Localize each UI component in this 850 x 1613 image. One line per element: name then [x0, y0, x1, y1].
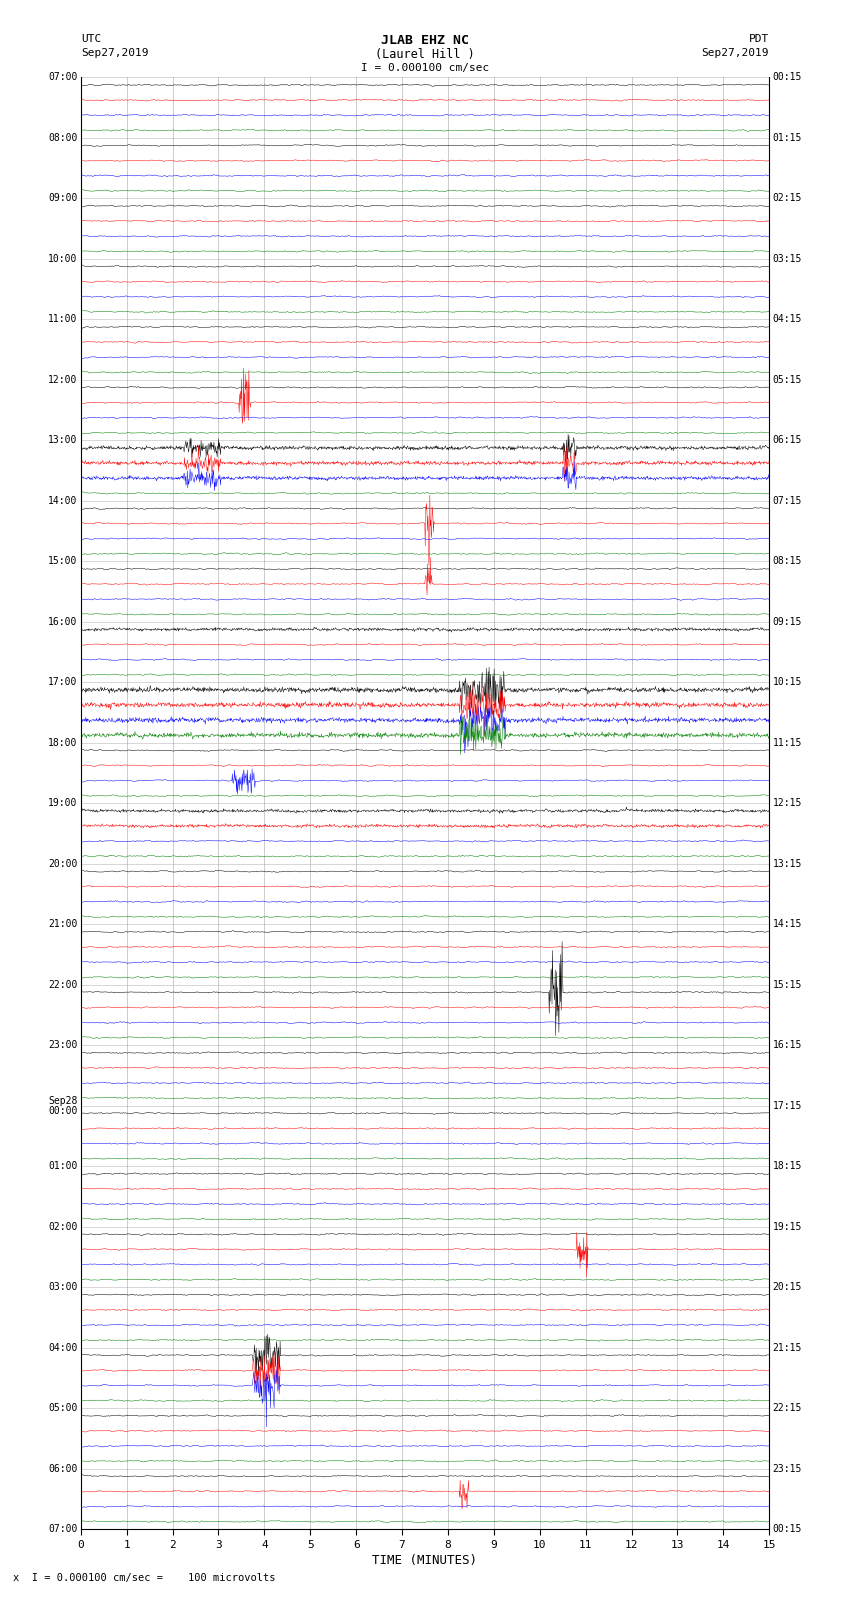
Text: 12:15: 12:15 [773, 798, 802, 808]
Text: 10:00: 10:00 [48, 253, 77, 265]
Text: 05:00: 05:00 [48, 1403, 77, 1413]
X-axis label: TIME (MINUTES): TIME (MINUTES) [372, 1553, 478, 1566]
Text: 08:00: 08:00 [48, 132, 77, 144]
Text: 00:15: 00:15 [773, 1524, 802, 1534]
Text: 13:00: 13:00 [48, 436, 77, 445]
Text: 06:15: 06:15 [773, 436, 802, 445]
Text: 02:00: 02:00 [48, 1221, 77, 1232]
Text: I = 0.000100 cm/sec: I = 0.000100 cm/sec [361, 63, 489, 73]
Text: 22:15: 22:15 [773, 1403, 802, 1413]
Text: 15:00: 15:00 [48, 556, 77, 566]
Text: 08:15: 08:15 [773, 556, 802, 566]
Text: 07:00: 07:00 [48, 73, 77, 82]
Text: 07:15: 07:15 [773, 495, 802, 506]
Text: 16:00: 16:00 [48, 616, 77, 627]
Text: 17:00: 17:00 [48, 677, 77, 687]
Text: 23:15: 23:15 [773, 1463, 802, 1474]
Text: 09:00: 09:00 [48, 194, 77, 203]
Text: 22:00: 22:00 [48, 979, 77, 990]
Text: 19:15: 19:15 [773, 1221, 802, 1232]
Text: PDT: PDT [749, 34, 769, 44]
Text: Sep28: Sep28 [48, 1095, 77, 1107]
Text: 15:15: 15:15 [773, 979, 802, 990]
Text: 14:00: 14:00 [48, 495, 77, 506]
Text: 04:15: 04:15 [773, 315, 802, 324]
Text: 03:00: 03:00 [48, 1282, 77, 1292]
Text: 21:15: 21:15 [773, 1342, 802, 1353]
Text: x  I = 0.000100 cm/sec =    100 microvolts: x I = 0.000100 cm/sec = 100 microvolts [13, 1573, 275, 1582]
Text: (Laurel Hill ): (Laurel Hill ) [375, 48, 475, 61]
Text: 00:15: 00:15 [773, 73, 802, 82]
Text: 18:15: 18:15 [773, 1161, 802, 1171]
Text: 00:00: 00:00 [48, 1105, 77, 1116]
Text: 12:00: 12:00 [48, 374, 77, 386]
Text: 19:00: 19:00 [48, 798, 77, 808]
Text: 18:00: 18:00 [48, 737, 77, 748]
Text: Sep27,2019: Sep27,2019 [702, 48, 769, 58]
Text: 01:00: 01:00 [48, 1161, 77, 1171]
Text: 02:15: 02:15 [773, 194, 802, 203]
Text: 13:15: 13:15 [773, 858, 802, 869]
Text: 04:00: 04:00 [48, 1342, 77, 1353]
Text: 20:00: 20:00 [48, 858, 77, 869]
Text: 14:15: 14:15 [773, 919, 802, 929]
Text: 05:15: 05:15 [773, 374, 802, 386]
Text: 23:00: 23:00 [48, 1040, 77, 1050]
Text: UTC: UTC [81, 34, 101, 44]
Text: 10:15: 10:15 [773, 677, 802, 687]
Text: 01:15: 01:15 [773, 132, 802, 144]
Text: 17:15: 17:15 [773, 1100, 802, 1111]
Text: 16:15: 16:15 [773, 1040, 802, 1050]
Text: 11:15: 11:15 [773, 737, 802, 748]
Text: 03:15: 03:15 [773, 253, 802, 265]
Text: 09:15: 09:15 [773, 616, 802, 627]
Text: 07:00: 07:00 [48, 1524, 77, 1534]
Text: Sep27,2019: Sep27,2019 [81, 48, 148, 58]
Text: 11:00: 11:00 [48, 315, 77, 324]
Text: 20:15: 20:15 [773, 1282, 802, 1292]
Text: 06:00: 06:00 [48, 1463, 77, 1474]
Text: 21:00: 21:00 [48, 919, 77, 929]
Text: JLAB EHZ NC: JLAB EHZ NC [381, 34, 469, 47]
